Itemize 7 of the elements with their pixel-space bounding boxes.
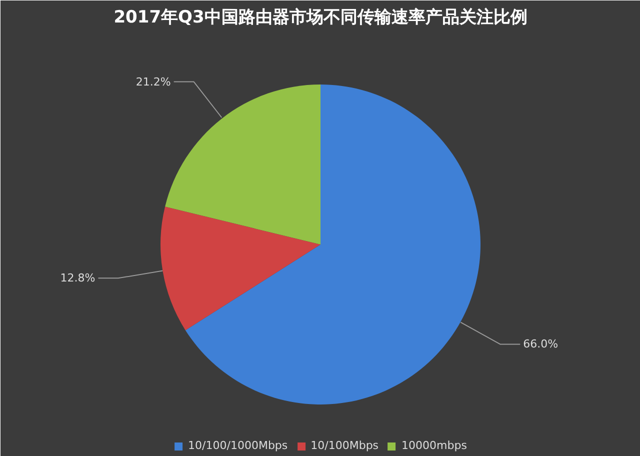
legend-label: 10000mbps — [402, 439, 467, 452]
legend-label: 10/100Mbps — [310, 439, 379, 452]
chart-title: 2017年Q3中国路由器市场不同传输速率产品关注比例 — [114, 8, 528, 28]
legend-label: 10/100/1000Mbps — [188, 439, 288, 452]
data-label: 12.8% — [60, 272, 96, 285]
data-label: 66.0% — [523, 338, 558, 351]
data-label: 21.2% — [136, 75, 171, 88]
